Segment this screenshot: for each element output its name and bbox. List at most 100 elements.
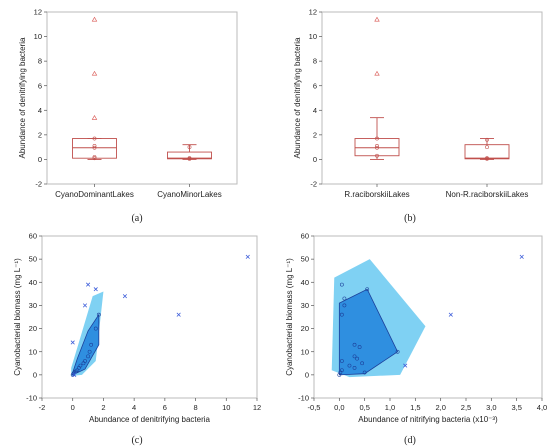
b-ytick-label: 10 <box>309 32 317 41</box>
c-ytick-label: -10 <box>26 394 37 403</box>
c-xtick-label: 8 <box>193 403 197 412</box>
b-ytick-label: 2 <box>313 130 317 139</box>
a-ytick-label: 12 <box>34 8 42 17</box>
b-box <box>354 138 400 157</box>
a-data-point <box>92 155 97 159</box>
c-data-point <box>89 342 94 347</box>
c-xlabel: Abundance of denitrifying bacteria <box>89 415 211 424</box>
d-ytick-label: 20 <box>301 324 309 333</box>
b-ytick-label: -2 <box>310 180 317 189</box>
d-outer-point <box>403 363 408 368</box>
c-ytick-label: 60 <box>29 232 37 241</box>
d-data-point <box>352 366 357 370</box>
a-ylabel: Abundance of denitrifying bacteria <box>18 37 27 159</box>
a-ytick-label: -2 <box>35 180 42 189</box>
a-data-point <box>92 144 97 148</box>
d-ytick-label: 10 <box>301 347 309 356</box>
c-ytick-label: 40 <box>29 278 37 287</box>
b-ytick-label: 4 <box>313 106 317 115</box>
d-data-point <box>365 287 370 292</box>
d-data-point <box>337 372 342 377</box>
b-data-point <box>485 145 489 150</box>
b-outlier-point <box>374 16 380 22</box>
panel-label-c: (c) <box>131 435 142 446</box>
d-ytick-label: 60 <box>301 232 309 241</box>
c-xtick-label: 6 <box>163 403 167 412</box>
b-data-point <box>375 136 379 141</box>
c-xtick-label: 0 <box>71 403 75 412</box>
panel-label-a: (a) <box>131 213 142 224</box>
b-data-point <box>375 144 379 148</box>
b-outlier-point <box>374 70 380 76</box>
b-data-point <box>485 137 489 142</box>
b-data-point <box>375 153 379 158</box>
c-xtick-label: -2 <box>39 403 46 412</box>
a-outlier-point <box>91 115 98 120</box>
d-ytick-label: 50 <box>301 255 309 264</box>
c-outer-point <box>245 254 250 259</box>
b-ytick-label: 8 <box>313 57 317 66</box>
c-data-point <box>83 359 87 363</box>
b-ylabel: Abundance of denitrifying bacteria <box>293 37 302 159</box>
a-ytick-label: 8 <box>38 57 42 66</box>
c-outer-point <box>122 294 128 299</box>
panel-d-scatter-plot: -10 0 10 20 30 40 50 60 Cyanobacterial biomass (… <box>285 232 547 424</box>
c-ytick-label: 10 <box>29 347 37 356</box>
c-data-point <box>93 326 98 331</box>
a-outlier-point <box>91 70 98 76</box>
panel-label-d: (d) <box>404 435 416 446</box>
a-ytick-label: 0 <box>38 155 42 164</box>
d-data-point <box>339 282 344 287</box>
d-xtick-label: 1,0 <box>385 403 395 412</box>
d-ytick-label: -10 <box>298 394 309 403</box>
d-ytick-label: 30 <box>301 301 309 310</box>
b-ytick-label: 12 <box>309 8 317 17</box>
c-data-point <box>87 349 92 354</box>
a-data-point <box>187 145 192 150</box>
a-ytick-label: 2 <box>38 130 42 139</box>
d-data-point <box>342 303 347 308</box>
d-xtick-label: 0,5 <box>359 403 369 412</box>
b-ytick-label: 0 <box>313 155 317 164</box>
c-xtick-label: 10 <box>222 403 230 412</box>
a-xtick-label: CyanoMinorLakes <box>157 190 221 199</box>
c-plot-frame <box>41 235 258 399</box>
d-xtick-label: 3,0 <box>486 403 496 412</box>
c-xtick-label: 4 <box>132 403 136 412</box>
d-xtick-label: -0,5 <box>308 403 321 412</box>
c-xtick-label: 2 <box>101 403 105 412</box>
panel-a-box-plot: -2 0 2 4 6 8 10 12 Abundance of denitrifying bac… <box>18 8 238 199</box>
b-box <box>464 144 510 160</box>
a-xtick-label: CyanoDominantLakes <box>55 190 134 199</box>
d-ytick-label: 40 <box>301 278 309 287</box>
c-outer-point <box>72 372 77 377</box>
d-plot-frame <box>313 235 543 399</box>
c-ytick-label: 30 <box>29 301 37 310</box>
d-xlabel: Abundance of nitrifying bacteria (x10⁻³) <box>358 415 498 424</box>
a-box <box>167 151 212 160</box>
d-xtick-label: 2,0 <box>435 403 445 412</box>
d-xtick-label: 0,0 <box>334 403 344 412</box>
a-ytick-label: 4 <box>38 106 42 115</box>
a-ytick-label: 6 <box>38 81 42 90</box>
b-plot-frame <box>321 11 543 185</box>
a-data-point <box>92 145 97 150</box>
d-data-point <box>352 354 357 359</box>
d-data-point <box>395 349 400 354</box>
c-ytick-label: 50 <box>29 255 37 264</box>
d-data-point <box>357 345 362 349</box>
b-data-point <box>485 156 489 161</box>
c-data-point <box>86 354 90 359</box>
d-ytick-label: 0 <box>305 370 309 379</box>
b-data-point <box>375 145 379 150</box>
d-xtick-label: 4,0 <box>537 403 547 412</box>
a-plot-frame <box>46 11 238 185</box>
d-data-point <box>342 296 347 301</box>
c-ytick-label: 20 <box>29 324 37 333</box>
d-data-point <box>339 368 344 373</box>
d-data-point <box>362 370 367 375</box>
c-outer-point <box>85 282 91 287</box>
c-inner-hull <box>72 313 100 376</box>
